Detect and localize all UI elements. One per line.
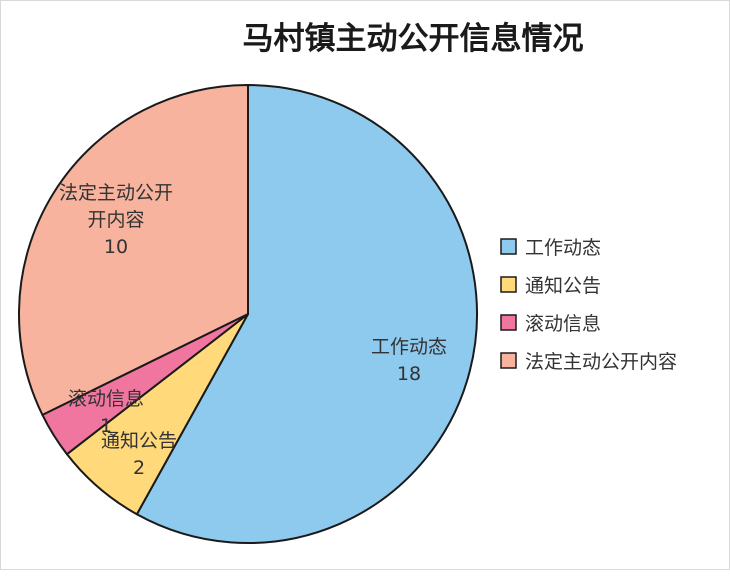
legend-label-2: 通知公告 [525, 275, 601, 297]
slice-label-line: 10 [104, 236, 128, 258]
slice-label-line: 1 [100, 415, 112, 437]
slice-label-line: 工作动态 [371, 336, 447, 358]
slice-label-line: 通知公告 [101, 430, 177, 452]
slice-label-2: 通知公告 2 [101, 430, 177, 479]
slice-label-line: 2 [133, 457, 145, 479]
slice-label-line: 18 [397, 363, 421, 385]
legend-swatch-2 [500, 276, 517, 293]
slice-label-line: 法定主动公开 [59, 182, 173, 204]
pie-slice-4 [18, 84, 249, 416]
legend-swatch-3 [500, 314, 517, 331]
legend-label-4: 法定主动公开内容 [525, 351, 677, 373]
legend-swatch-4 [500, 352, 517, 369]
slice-label-3: 滚动信息 1 [68, 388, 144, 437]
slice-label-4: 法定主动公开开内容 10 [59, 182, 173, 258]
slice-labels: 工作动态 18 通知公告 2 滚动信息 1 法定主动公开开内容 10 [59, 182, 447, 479]
legend-label-3: 滚动信息 [525, 313, 601, 335]
pie-slices [18, 84, 478, 544]
slice-label-line: 开内容 [87, 209, 144, 231]
pie-slice-1 [135, 84, 478, 544]
legend-label-1: 工作动态 [525, 237, 601, 259]
slice-label-line: 滚动信息 [68, 388, 144, 410]
slice-label-1: 工作动态 18 [371, 336, 447, 385]
legend-swatch-1 [500, 238, 517, 255]
chart-title: 马村镇主动公开信息情况 [243, 21, 584, 57]
